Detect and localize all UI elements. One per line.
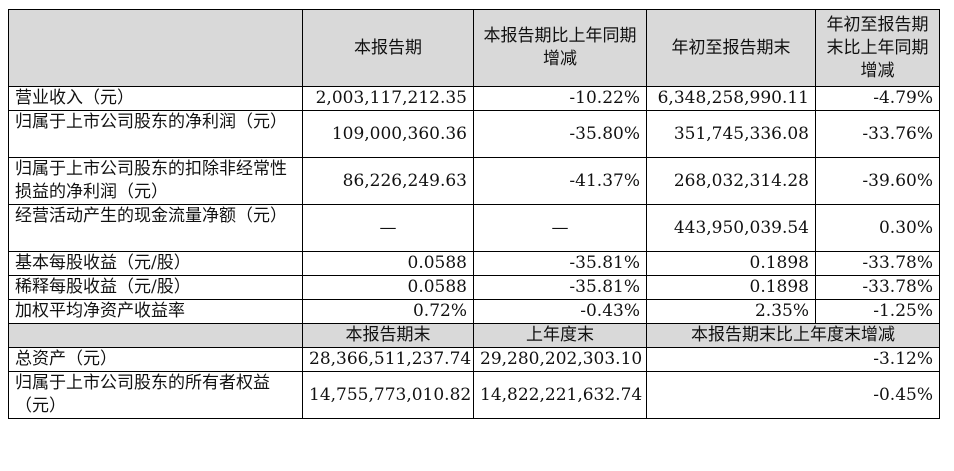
row-label: 营业收入（元）: [8, 86, 303, 111]
row-label: 加权平均净资产收益率: [8, 299, 303, 324]
cell-current-period-yoy: -35.80%: [473, 110, 647, 158]
cell-ytd-yoy: -4.79%: [815, 86, 940, 111]
row-label: 归属于上市公司股东的所有者权益（元）: [8, 371, 303, 419]
header-ytd: 年初至报告期末: [646, 9, 816, 87]
header-current-period: 本报告期: [302, 9, 474, 87]
subheader-period-end: 本报告期末: [302, 323, 474, 348]
header-corner: [8, 9, 303, 87]
cell-current-period: 109,000,360.36: [302, 110, 474, 158]
cell-current-period-yoy: -41.37%: [473, 157, 647, 205]
cell-period-end: 14,755,773,010.82: [302, 371, 474, 419]
cell-current-period: 2,003,117,212.35: [302, 86, 474, 111]
table-row: 经营活动产生的现金流量净额（元） — — 443,950,039.54 0.30…: [8, 204, 940, 252]
cell-current-period: 0.0588: [302, 275, 474, 300]
table-row: 稀释每股收益（元/股） 0.0588 -35.81% 0.1898 -33.78…: [8, 275, 940, 300]
table-row: 归属于上市公司股东的扣除非经常性损益的净利润（元） 86,226,249.63 …: [8, 157, 940, 205]
cell-current-period-yoy: —: [473, 204, 647, 252]
cell-ytd: 6,348,258,990.11: [646, 86, 816, 111]
financial-summary-table: 本报告期 本报告期比上年同期增减 年初至报告期末 年初至报告期末比上年同期增减 …: [8, 9, 940, 419]
header-current-period-yoy: 本报告期比上年同期增减: [473, 9, 647, 87]
cell-current-period: 0.0588: [302, 251, 474, 276]
cell-ytd: 351,745,336.08: [646, 110, 816, 158]
cell-ytd: 0.1898: [646, 275, 816, 300]
cell-ytd: 443,950,039.54: [646, 204, 816, 252]
cell-change: -3.12%: [646, 347, 940, 372]
table-row: 归属于上市公司股东的净利润（元） 109,000,360.36 -35.80% …: [8, 110, 940, 158]
table-row: 基本每股收益（元/股） 0.0588 -35.81% 0.1898 -33.78…: [8, 251, 940, 276]
row-label: 归属于上市公司股东的净利润（元）: [8, 110, 303, 158]
table-row: 加权平均净资产收益率 0.72% -0.43% 2.35% -1.25%: [8, 299, 940, 324]
cell-current-period-yoy: -35.81%: [473, 275, 647, 300]
table-row: 总资产（元） 28,366,511,237.74 29,280,202,303.…: [8, 347, 940, 372]
cell-ytd: 0.1898: [646, 251, 816, 276]
table-row: 营业收入（元） 2,003,117,212.35 -10.22% 6,348,2…: [8, 86, 940, 111]
header-ytd-yoy: 年初至报告期末比上年同期增减: [815, 9, 940, 87]
cell-ytd: 268,032,314.28: [646, 157, 816, 205]
cell-period-end: 28,366,511,237.74: [302, 347, 474, 372]
row-label: 基本每股收益（元/股）: [8, 251, 303, 276]
cell-ytd-yoy: -33.76%: [815, 110, 940, 158]
row-label: 总资产（元）: [8, 347, 303, 372]
subheader-change: 本报告期末比上年度末增减: [646, 323, 940, 348]
row-label: 归属于上市公司股东的扣除非经常性损益的净利润（元）: [8, 157, 303, 205]
cell-current-period: 86,226,249.63: [302, 157, 474, 205]
cell-current-period: —: [302, 204, 474, 252]
subheader-row: 本报告期末 上年度末 本报告期末比上年度末增减: [8, 323, 940, 348]
cell-current-period: 0.72%: [302, 299, 474, 324]
header-row: 本报告期 本报告期比上年同期增减 年初至报告期末 年初至报告期末比上年同期增减: [8, 9, 940, 87]
cell-current-period-yoy: -10.22%: [473, 86, 647, 111]
cell-change: -0.45%: [646, 371, 940, 419]
cell-ytd-yoy: -33.78%: [815, 251, 940, 276]
subheader-prior-year-end: 上年度末: [473, 323, 647, 348]
cell-current-period-yoy: -35.81%: [473, 251, 647, 276]
cell-ytd-yoy: 0.30%: [815, 204, 940, 252]
cell-ytd: 2.35%: [646, 299, 816, 324]
row-label: 经营活动产生的现金流量净额（元）: [8, 204, 303, 252]
subheader-corner: [8, 323, 303, 348]
cell-ytd-yoy: -39.60%: [815, 157, 940, 205]
row-label: 稀释每股收益（元/股）: [8, 275, 303, 300]
table-row: 归属于上市公司股东的所有者权益（元） 14,755,773,010.82 14,…: [8, 371, 940, 419]
cell-current-period-yoy: -0.43%: [473, 299, 647, 324]
cell-prior-year-end: 14,822,221,632.74: [473, 371, 647, 419]
cell-ytd-yoy: -33.78%: [815, 275, 940, 300]
cell-ytd-yoy: -1.25%: [815, 299, 940, 324]
cell-prior-year-end: 29,280,202,303.10: [473, 347, 647, 372]
